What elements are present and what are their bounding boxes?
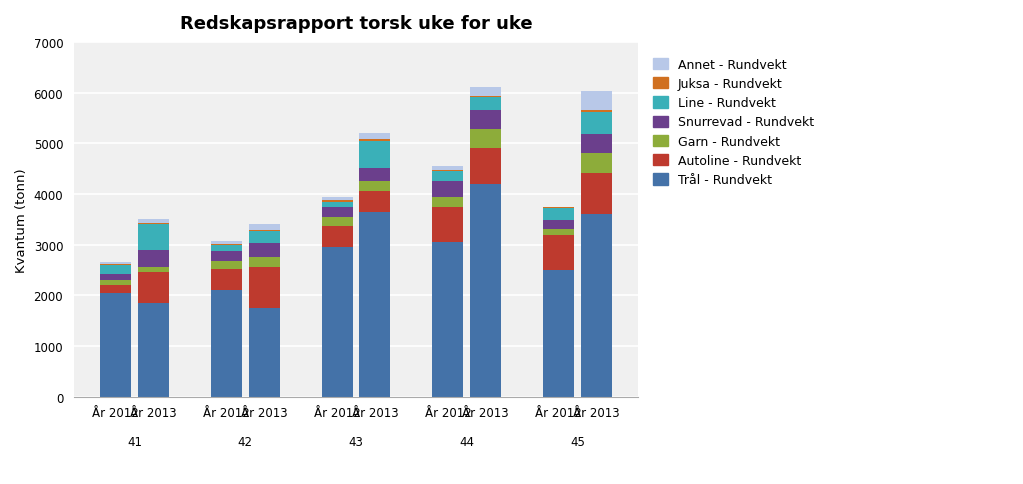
Title: Redskapsrapport torsk uke for uke: Redskapsrapport torsk uke for uke [180, 15, 532, 33]
Bar [138, 224, 169, 225]
Text: 44: 44 [459, 435, 475, 448]
Bar [211, 244, 242, 245]
Bar [433, 182, 463, 198]
Bar [211, 290, 242, 397]
Bar [321, 227, 353, 248]
Bar [471, 110, 501, 130]
Bar [471, 98, 501, 110]
Bar [359, 140, 391, 141]
Bar [471, 130, 501, 149]
Bar [100, 286, 131, 293]
Bar [249, 231, 279, 232]
Bar [543, 221, 574, 230]
Bar [211, 262, 242, 269]
Bar [581, 135, 612, 154]
Bar [581, 92, 612, 111]
Bar [321, 248, 353, 397]
Bar [321, 217, 353, 227]
Bar [471, 88, 501, 96]
Bar [138, 268, 169, 273]
Bar [433, 198, 463, 207]
Bar [138, 273, 169, 303]
Y-axis label: Kvantum (tonn): Kvantum (tonn) [15, 167, 28, 272]
Bar [359, 182, 391, 192]
Bar [359, 134, 391, 140]
Bar [100, 262, 131, 265]
Bar [433, 166, 463, 171]
Bar [138, 220, 169, 224]
Bar [471, 184, 501, 397]
Bar [138, 250, 169, 268]
Bar [249, 308, 279, 397]
Bar [321, 207, 353, 217]
Bar [581, 215, 612, 397]
Bar [321, 201, 353, 202]
Bar [249, 257, 279, 268]
Bar [321, 202, 353, 207]
Bar [100, 293, 131, 397]
Bar [581, 154, 612, 173]
Legend: Annet - Rundvekt, Juksa - Rundvekt, Line - Rundvekt, Snurrevad - Rundvekt, Garn : Annet - Rundvekt, Juksa - Rundvekt, Line… [651, 56, 816, 189]
Bar [543, 236, 574, 271]
Bar [433, 207, 463, 242]
Bar [211, 245, 242, 252]
Bar [543, 271, 574, 397]
Bar [471, 149, 501, 184]
Bar [211, 242, 242, 244]
Bar [249, 243, 279, 257]
Bar [543, 207, 574, 208]
Bar [100, 280, 131, 286]
Bar [249, 268, 279, 308]
Bar [249, 232, 279, 243]
Bar [543, 230, 574, 236]
Bar [211, 252, 242, 262]
Bar [321, 198, 353, 201]
Bar [581, 113, 612, 135]
Bar [471, 96, 501, 98]
Bar [138, 303, 169, 397]
Bar [100, 265, 131, 274]
Bar [359, 212, 391, 397]
Bar [138, 225, 169, 250]
Bar [359, 192, 391, 212]
Bar [581, 173, 612, 215]
Bar [581, 111, 612, 113]
Text: 42: 42 [237, 435, 253, 448]
Bar [543, 208, 574, 221]
Text: 45: 45 [570, 435, 585, 448]
Text: 41: 41 [127, 435, 142, 448]
Bar [433, 172, 463, 182]
Bar [100, 274, 131, 280]
Text: 43: 43 [349, 435, 363, 448]
Bar [359, 168, 391, 182]
Bar [433, 242, 463, 397]
Bar [249, 225, 279, 231]
Bar [359, 141, 391, 168]
Bar [211, 269, 242, 290]
Bar [433, 171, 463, 172]
